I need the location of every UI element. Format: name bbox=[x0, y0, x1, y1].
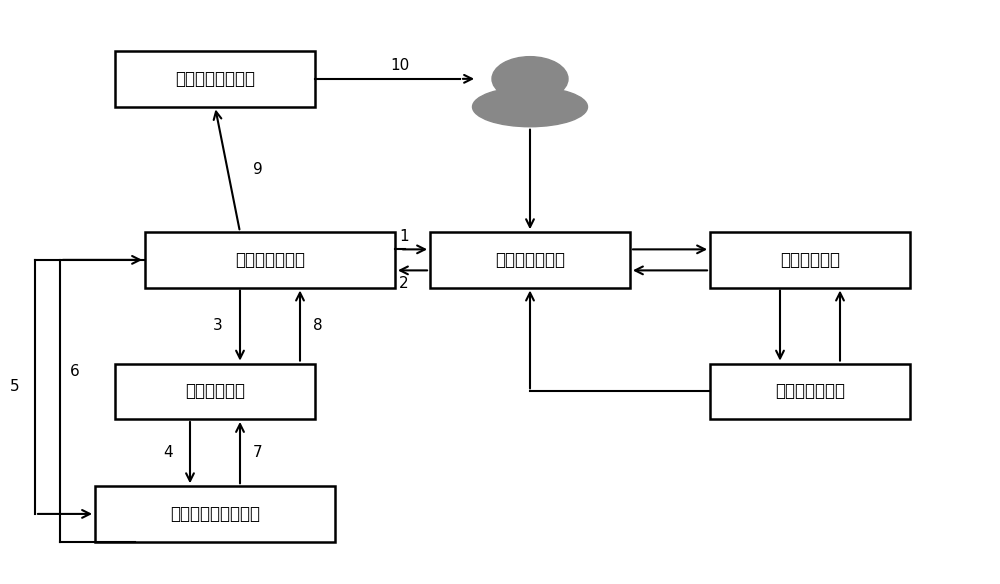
Text: 执行记录展示模块: 执行记录展示模块 bbox=[175, 70, 255, 88]
Text: 3: 3 bbox=[213, 318, 223, 333]
Bar bbox=[430, 232, 630, 287]
Bar bbox=[115, 363, 315, 419]
Bar bbox=[710, 232, 910, 287]
Text: 流水线触发插件: 流水线触发插件 bbox=[775, 383, 845, 400]
Text: 9: 9 bbox=[253, 162, 263, 177]
Text: 4: 4 bbox=[163, 445, 173, 460]
Text: 10: 10 bbox=[390, 58, 410, 74]
Text: 7: 7 bbox=[253, 445, 263, 460]
Text: 8: 8 bbox=[313, 318, 323, 333]
Text: 任务执行模块: 任务执行模块 bbox=[185, 383, 245, 400]
Text: 流水线编排模块: 流水线编排模块 bbox=[495, 251, 565, 269]
Circle shape bbox=[492, 57, 568, 101]
Text: 5: 5 bbox=[10, 380, 20, 394]
Bar bbox=[710, 363, 910, 419]
Ellipse shape bbox=[473, 87, 588, 127]
Text: 1: 1 bbox=[399, 229, 409, 244]
Bar bbox=[95, 486, 335, 542]
Bar bbox=[512, 82, 548, 101]
Bar bbox=[115, 51, 315, 106]
Text: 6: 6 bbox=[70, 364, 80, 379]
Bar bbox=[145, 232, 395, 287]
Text: 流水线触发插件执行: 流水线触发插件执行 bbox=[170, 505, 260, 523]
Text: 插件管理模块: 插件管理模块 bbox=[780, 251, 840, 269]
Text: 2: 2 bbox=[399, 276, 409, 291]
Text: 流水线调度模块: 流水线调度模块 bbox=[235, 251, 305, 269]
